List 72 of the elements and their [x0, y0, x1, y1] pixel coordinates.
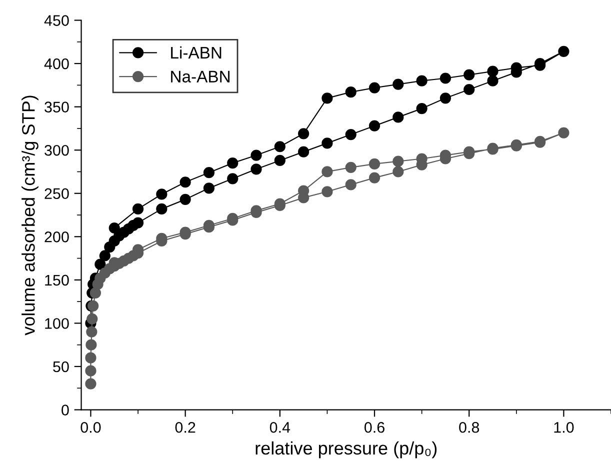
- x-tick-label: 0.2: [175, 422, 196, 433]
- point: [416, 102, 428, 114]
- point: [250, 150, 262, 161]
- y-tick-label: 0: [62, 404, 69, 416]
- point: [85, 378, 96, 390]
- y-tick-label: 250: [44, 188, 69, 200]
- point: [368, 120, 380, 132]
- point: [322, 92, 333, 104]
- point: [180, 194, 191, 205]
- y-tick-label: 150: [45, 274, 69, 286]
- point: [85, 352, 96, 364]
- point: [203, 182, 215, 194]
- y-tick-label: 50: [53, 361, 69, 372]
- point: [392, 112, 404, 123]
- point: [250, 164, 262, 175]
- point: [132, 203, 144, 215]
- point: [345, 128, 356, 140]
- x-axis-title: relative pressure (p/p₀): [256, 441, 437, 458]
- point: [86, 339, 97, 350]
- point: [392, 78, 404, 90]
- point: [227, 158, 238, 169]
- point: [416, 75, 428, 86]
- point: [368, 82, 380, 94]
- point: [156, 188, 168, 200]
- x-tick-label: 0.6: [364, 422, 384, 433]
- point: [298, 128, 310, 140]
- y-tick-label: 450: [44, 15, 69, 26]
- point: [345, 179, 356, 190]
- legend-label: Li-ABN: [171, 46, 222, 58]
- point: [322, 138, 333, 149]
- point: [99, 250, 110, 262]
- point: [322, 166, 333, 178]
- point: [558, 127, 570, 138]
- point: [86, 313, 98, 324]
- point: [392, 156, 404, 167]
- point: [132, 217, 144, 228]
- point: [203, 167, 215, 178]
- point: [558, 46, 570, 57]
- point: [487, 75, 498, 86]
- point: [392, 166, 404, 178]
- y-tick-label: 300: [44, 144, 69, 156]
- point: [108, 222, 120, 234]
- point: [85, 365, 96, 376]
- x-tick-label: 0.8: [459, 422, 480, 433]
- point: [298, 146, 310, 158]
- point: [368, 172, 380, 184]
- y-tick-label: 100: [45, 318, 69, 329]
- y-tick-label: 400: [44, 58, 69, 70]
- point: [464, 84, 475, 96]
- point: [487, 66, 498, 77]
- point: [227, 173, 238, 184]
- point: [274, 154, 286, 166]
- point: [90, 287, 102, 298]
- x-tick-label: 1.0: [554, 422, 574, 433]
- point: [440, 72, 452, 84]
- legend-label: Na-ABN: [171, 70, 230, 83]
- y-tick-label: 200: [44, 232, 69, 242]
- x-tick-label: 0.4: [270, 422, 290, 433]
- point: [368, 158, 380, 170]
- point: [156, 203, 168, 215]
- point: [440, 92, 452, 104]
- y-axis-title: volume adsorbed (cm³/g STP): [22, 96, 38, 336]
- point: [274, 141, 286, 152]
- point: [345, 162, 356, 173]
- x-tick-label: 0.0: [80, 422, 101, 433]
- point: [464, 69, 475, 80]
- point: [180, 176, 191, 188]
- y-tick-label: 350: [44, 102, 69, 112]
- point: [345, 86, 356, 98]
- point: [94, 258, 106, 270]
- point: [322, 186, 333, 198]
- point: [86, 326, 98, 338]
